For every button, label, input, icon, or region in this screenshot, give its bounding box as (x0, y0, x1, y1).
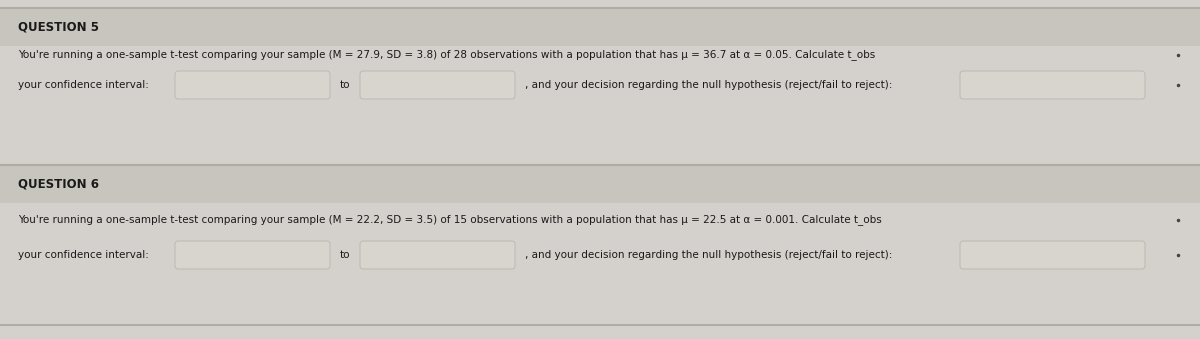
FancyBboxPatch shape (960, 71, 1145, 99)
Text: QUESTION 5: QUESTION 5 (18, 20, 98, 34)
Text: your confidence interval:: your confidence interval: (18, 250, 149, 260)
Text: , and your decision regarding the null hypothesis (reject/fail to reject):: , and your decision regarding the null h… (526, 250, 893, 260)
Text: to: to (340, 80, 350, 90)
Text: You're running a one-sample t-test comparing your sample (M = 22.2, SD = 3.5) of: You're running a one-sample t-test compa… (18, 215, 882, 225)
FancyBboxPatch shape (0, 8, 1200, 46)
FancyBboxPatch shape (0, 165, 1200, 203)
FancyBboxPatch shape (360, 241, 515, 269)
FancyBboxPatch shape (175, 241, 330, 269)
Text: QUESTION 6: QUESTION 6 (18, 178, 98, 191)
FancyBboxPatch shape (360, 71, 515, 99)
Text: , and your decision regarding the null hypothesis (reject/fail to reject):: , and your decision regarding the null h… (526, 80, 893, 90)
Text: You're running a one-sample t-test comparing your sample (M = 27.9, SD = 3.8) of: You're running a one-sample t-test compa… (18, 49, 875, 60)
Text: to: to (340, 250, 350, 260)
FancyBboxPatch shape (175, 71, 330, 99)
Text: your confidence interval:: your confidence interval: (18, 80, 149, 90)
FancyBboxPatch shape (960, 241, 1145, 269)
